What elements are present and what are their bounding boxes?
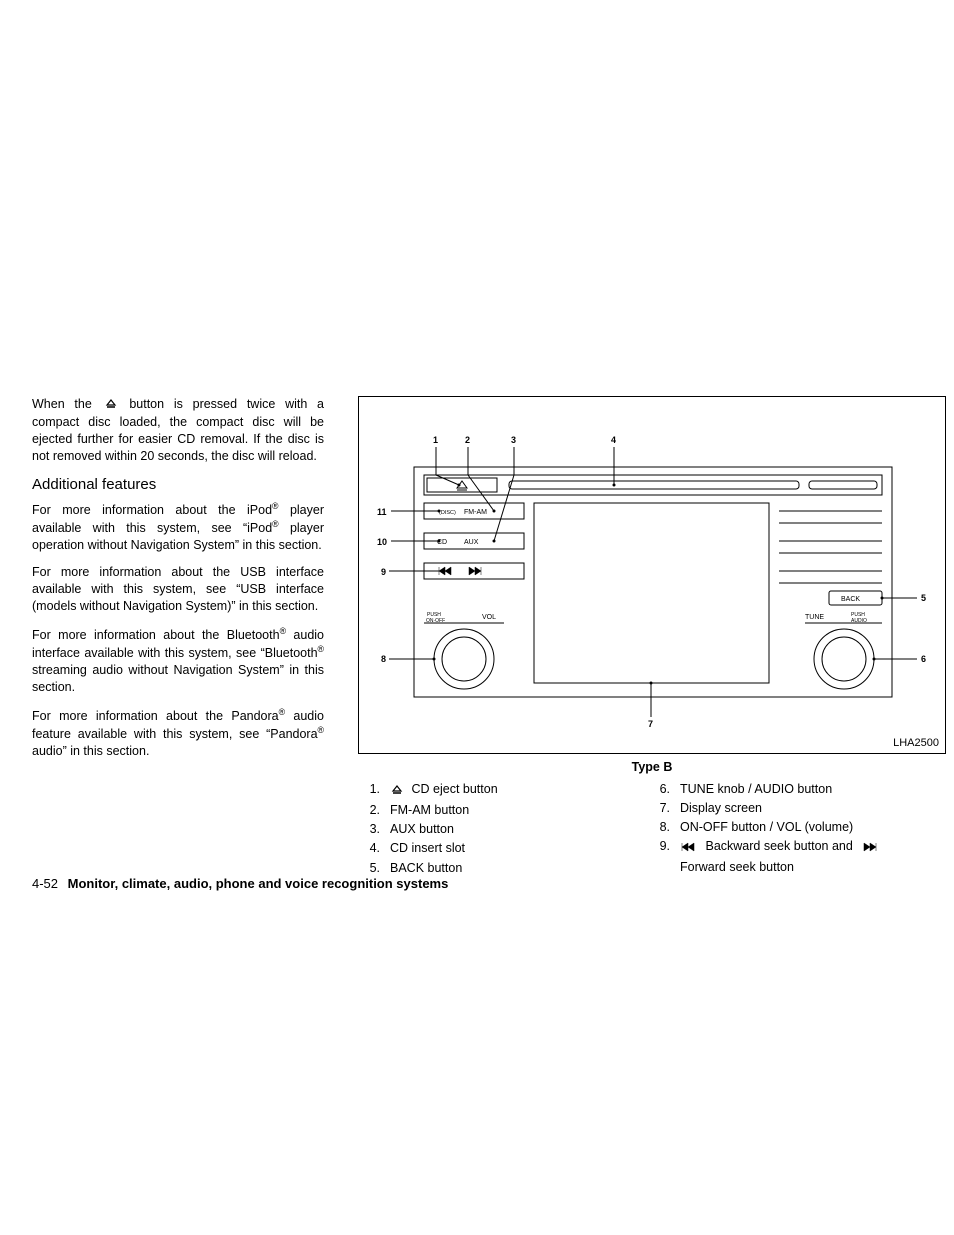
svg-text:AUX: AUX (464, 539, 479, 546)
svg-text:2: 2 (465, 435, 470, 445)
svg-text:8: 8 (381, 654, 386, 664)
page-number: 4-52 (32, 876, 58, 891)
svg-text:11: 11 (377, 507, 387, 517)
seek-back-icon (680, 839, 698, 857)
svg-text:10: 10 (377, 537, 387, 547)
diagram-type-label: Type B (358, 760, 946, 774)
legend-item-3: 3.AUX button (358, 820, 638, 838)
legend-item-8: 8.ON-OFF button / VOL (volume) (648, 818, 946, 836)
svg-text:TUNE: TUNE (805, 614, 824, 621)
section-title: Monitor, climate, audio, phone and voice… (68, 876, 449, 891)
svg-text:BACK: BACK (841, 596, 860, 603)
para-ipod: For more information about the iPod® pla… (32, 501, 324, 554)
legend-col-1: 1. CD eject button 2.FM-AM button 3.AUX … (358, 780, 638, 878)
left-column: When the button is pressed twice with a … (32, 396, 324, 771)
legend-item-2: 2.FM-AM button (358, 801, 638, 819)
eject-icon (390, 782, 404, 800)
diagram-code: LHA2500 (893, 737, 939, 749)
svg-text:9: 9 (381, 567, 386, 577)
page-footer: 4-52 Monitor, climate, audio, phone and … (32, 876, 448, 891)
para-pandora: For more information about the Pandora® … (32, 707, 324, 760)
subhead-additional: Additional features (32, 476, 324, 493)
seek-fwd-icon (860, 839, 878, 857)
diagram-box: (DISC) FM-AM CD AUX (358, 396, 946, 754)
svg-text:VOL: VOL (482, 614, 496, 621)
legend-item-9: 9. Backward seek button and Forward seek… (648, 837, 946, 875)
svg-text:5: 5 (921, 593, 926, 603)
para-eject-a: When the (32, 397, 92, 411)
para-usb: For more information about the USB inter… (32, 564, 324, 615)
para-bluetooth: For more information about the Bluetooth… (32, 626, 324, 696)
svg-text:1: 1 (433, 435, 438, 445)
svg-text:4: 4 (611, 435, 616, 445)
svg-text:7: 7 (648, 719, 653, 729)
page: When the button is pressed twice with a … (0, 0, 954, 1235)
legend-item-5: 5.BACK button (358, 859, 638, 877)
legend-item-1: 1. CD eject button (358, 780, 638, 800)
legend-item-7: 7.Display screen (648, 799, 946, 817)
svg-text:6: 6 (921, 654, 926, 664)
legend-col-2: 6.TUNE knob / AUDIO button 7.Display scr… (648, 780, 946, 877)
svg-text:3: 3 (511, 435, 516, 445)
eject-icon (104, 397, 118, 414)
legend-item-6: 6.TUNE knob / AUDIO button (648, 780, 946, 798)
legend-item-4: 4.CD insert slot (358, 839, 638, 857)
para-eject: When the button is pressed twice with a … (32, 396, 324, 465)
svg-text:FM-AM: FM-AM (464, 509, 487, 516)
right-block: (DISC) FM-AM CD AUX (358, 396, 946, 754)
svg-text:(DISC): (DISC) (439, 510, 456, 516)
radio-diagram: (DISC) FM-AM CD AUX (359, 397, 947, 755)
